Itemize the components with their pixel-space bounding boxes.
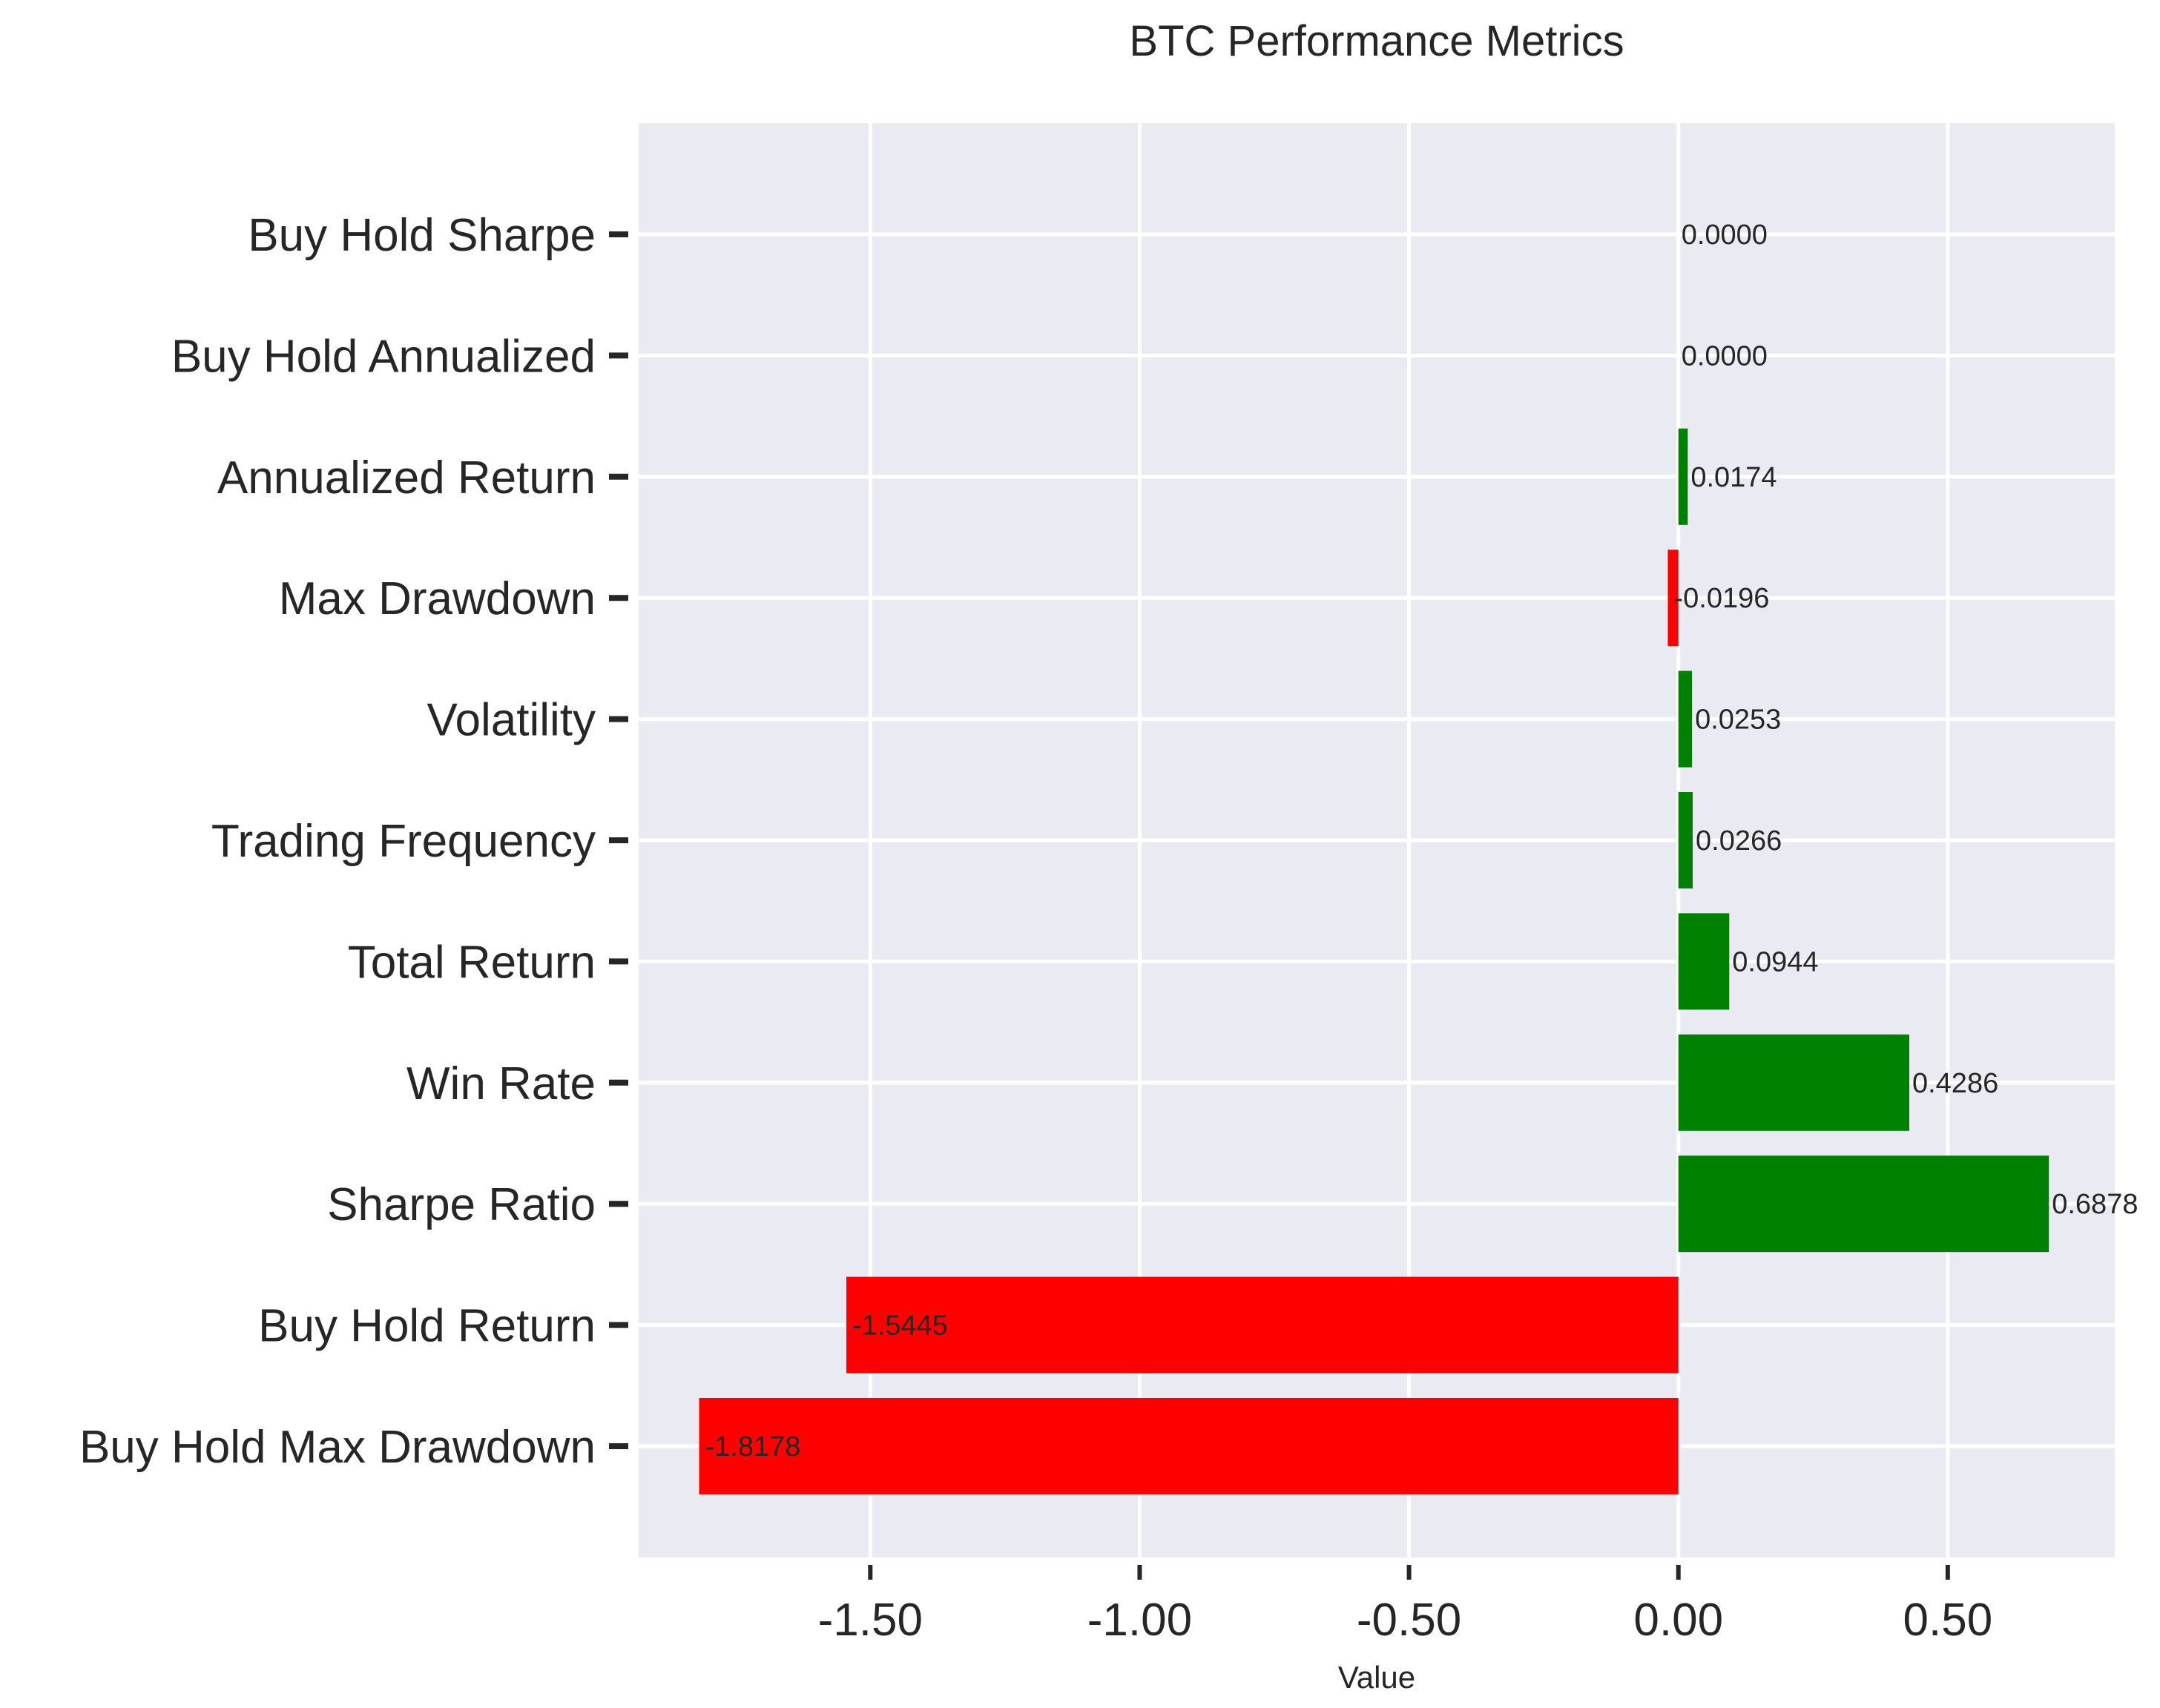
chart-title: BTC Performance Metrics bbox=[1129, 17, 1624, 65]
y-tick-label: Sharpe Ratio bbox=[327, 1179, 596, 1230]
y-tick-label: Total Return bbox=[348, 937, 596, 988]
value-label: 0.6878 bbox=[2052, 1189, 2138, 1220]
y-tick-label: Buy Hold Return bbox=[258, 1301, 596, 1352]
bar bbox=[1678, 1034, 1909, 1131]
value-label: 0.0253 bbox=[1695, 705, 1781, 736]
x-tick-label: 0.00 bbox=[1633, 1595, 1723, 1646]
y-axis: Buy Hold Sharpe Buy Hold Annualized Annual… bbox=[79, 210, 628, 1473]
value-label: 0.0266 bbox=[1696, 825, 1782, 857]
bar bbox=[1678, 670, 1693, 768]
bar bbox=[1678, 792, 1693, 888]
value-label: 0.0944 bbox=[1732, 946, 1818, 977]
bar bbox=[846, 1276, 1679, 1374]
value-label: -0.0196 bbox=[1673, 583, 1769, 614]
value-label: 0.4286 bbox=[1912, 1068, 1998, 1099]
value-label: 0.0000 bbox=[1682, 220, 1768, 251]
y-tick-label: Win Rate bbox=[406, 1058, 596, 1109]
bar bbox=[699, 1398, 1679, 1494]
value-label: 0.0174 bbox=[1690, 462, 1777, 493]
y-tick-label: Max Drawdown bbox=[279, 573, 596, 624]
y-tick-label: Buy Hold Annualized bbox=[171, 331, 596, 382]
x-tick-label: -1.50 bbox=[818, 1595, 923, 1646]
bar bbox=[1667, 550, 1679, 647]
x-tick-label: 0.50 bbox=[1903, 1595, 1993, 1646]
bar bbox=[1678, 1155, 2049, 1253]
y-tick-label: Annualized Return bbox=[217, 452, 596, 504]
y-tick-label: Volatility bbox=[427, 695, 596, 746]
value-label: -1.5445 bbox=[852, 1310, 948, 1342]
bar bbox=[1678, 428, 1688, 525]
x-axis-label: Value bbox=[1338, 1660, 1415, 1695]
y-tick-label: Buy Hold Sharpe bbox=[248, 210, 596, 261]
x-tick-label: -0.50 bbox=[1357, 1595, 1461, 1646]
value-label: -1.8178 bbox=[705, 1431, 800, 1463]
bars bbox=[699, 428, 2049, 1494]
bar bbox=[1678, 913, 1730, 1010]
x-axis: -1.50 -1.00 -0.50 0.00 0.50 bbox=[818, 1565, 1993, 1646]
y-tick-label: Trading Frequency bbox=[211, 816, 596, 867]
x-tick-label: -1.00 bbox=[1087, 1595, 1192, 1646]
value-labels: 0.0000 0.0000 0.0174 -0.0196 0.0253 0.0266 0.0… bbox=[705, 220, 2138, 1463]
value-label: 0.0000 bbox=[1682, 340, 1768, 372]
y-tick-label: Buy Hold Max Drawdown bbox=[79, 1422, 596, 1473]
